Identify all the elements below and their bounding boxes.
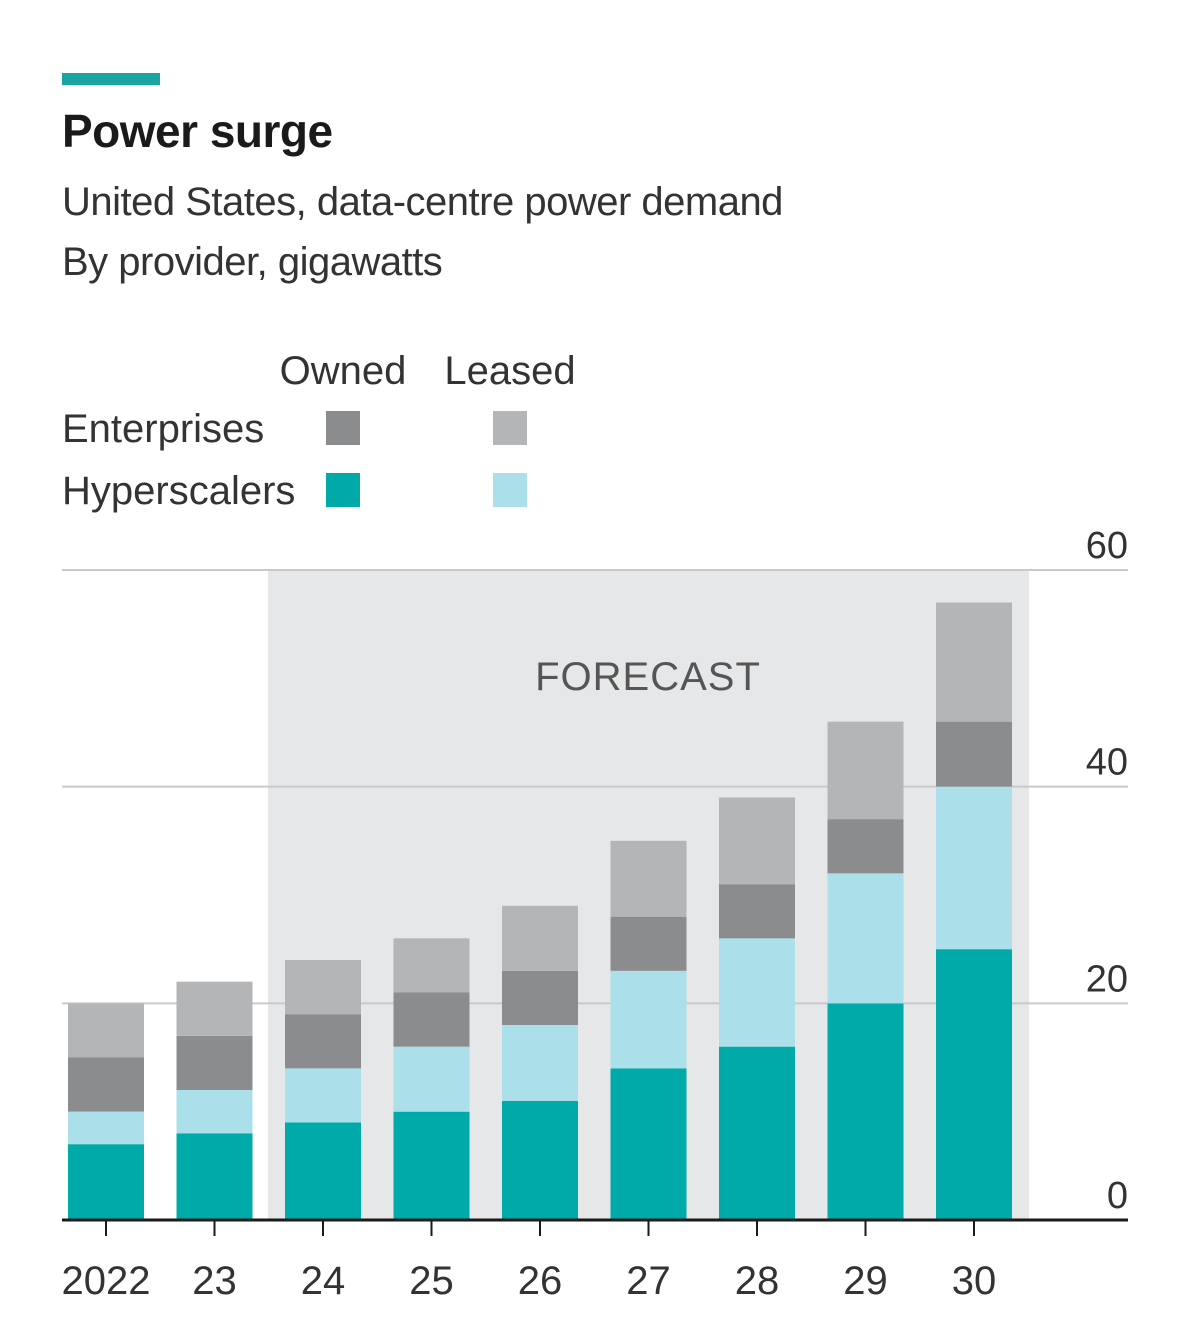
bar-segment-hyperscalers-owned	[393, 1111, 470, 1220]
x-tick-label: 27	[626, 1259, 671, 1303]
bar-segment-hyperscalers-owned	[176, 1133, 253, 1220]
legend-swatch-hyperscalers-owned	[326, 473, 360, 507]
bar-segment-enterprises-leased	[285, 960, 361, 1015]
x-tick-label: 26	[518, 1259, 563, 1303]
bar-segment-hyperscalers-owned	[936, 949, 1012, 1220]
y-tick-label: 20	[1086, 958, 1128, 1000]
bar-segment-enterprises-owned	[936, 721, 1012, 787]
bar-segment-enterprises-leased	[502, 905, 578, 971]
legend-column-owned: Owned	[280, 349, 407, 393]
chart-subtitle-2: By provider, gigawatts	[62, 240, 443, 284]
bar-segment-enterprises-owned	[610, 916, 687, 971]
bar-segment-enterprises-leased	[827, 721, 904, 820]
legend-row-hyperscalers: Hyperscalers	[62, 469, 295, 513]
bar-segment-enterprises-leased	[393, 938, 470, 993]
forecast-label: FORECAST	[535, 655, 761, 699]
x-tick-label: 29	[843, 1259, 888, 1303]
x-tick-label: 28	[735, 1259, 780, 1303]
bar-segment-hyperscalers-leased	[393, 1046, 470, 1112]
bar-segment-enterprises-owned	[393, 992, 470, 1047]
legend-column-leased: Leased	[444, 349, 575, 393]
bar-segment-hyperscalers-owned	[68, 1144, 144, 1220]
legend-swatch-hyperscalers-leased	[493, 473, 527, 507]
legend-swatch-enterprises-owned	[326, 411, 360, 445]
bar-segment-enterprises-owned	[176, 1035, 253, 1090]
y-tick-label: 40	[1086, 742, 1128, 784]
chart-title: Power surge	[62, 105, 333, 157]
accent-bar	[62, 73, 160, 85]
bar-segment-enterprises-leased	[176, 981, 253, 1036]
chart-subtitle-1: United States, data-centre power demand	[62, 180, 783, 224]
x-tick-label: 23	[192, 1259, 237, 1303]
bar-segment-hyperscalers-leased	[936, 786, 1012, 950]
y-tick-label: 0	[1107, 1175, 1128, 1217]
bar-segment-hyperscalers-leased	[610, 970, 687, 1069]
bar-segment-hyperscalers-leased	[719, 938, 795, 1047]
x-tick-label: 25	[409, 1259, 454, 1303]
bar-segment-enterprises-owned	[502, 970, 578, 1025]
bar-segment-hyperscalers-leased	[502, 1025, 578, 1101]
y-tick-label: 60	[1086, 525, 1128, 567]
bar-segment-enterprises-owned	[285, 1014, 361, 1069]
bar-segment-hyperscalers-owned	[719, 1046, 795, 1220]
x-tick-label: 24	[301, 1259, 346, 1303]
bar-segment-enterprises-leased	[936, 602, 1012, 722]
bar-segment-hyperscalers-owned	[502, 1100, 578, 1220]
legend-row-enterprises: Enterprises	[62, 407, 264, 451]
bar-segment-hyperscalers-owned	[610, 1068, 687, 1220]
bar-segment-hyperscalers-owned	[827, 1003, 904, 1220]
bar-segment-hyperscalers-leased	[285, 1068, 361, 1123]
legend-swatch-enterprises-leased	[493, 411, 527, 445]
bar-segment-enterprises-leased	[610, 840, 687, 917]
bar-segment-hyperscalers-leased	[827, 873, 904, 1004]
bar-segment-hyperscalers-leased	[68, 1111, 144, 1145]
bar-segment-enterprises-owned	[719, 884, 795, 939]
x-tick-label: 30	[952, 1259, 997, 1303]
bar-segment-hyperscalers-leased	[176, 1090, 253, 1134]
bar-segment-enterprises-owned	[68, 1057, 144, 1112]
bar-segment-enterprises-leased	[719, 797, 795, 885]
bar-segment-enterprises-leased	[68, 1003, 144, 1058]
bar-segment-hyperscalers-owned	[285, 1122, 361, 1220]
x-tick-label: 2022	[62, 1259, 151, 1303]
bar-segment-enterprises-owned	[827, 819, 904, 874]
